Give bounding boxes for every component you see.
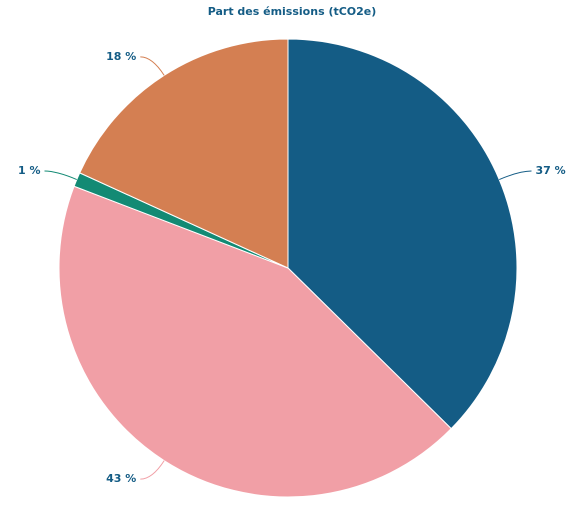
data-label: 37 % — [536, 164, 566, 177]
pie-slice — [287, 38, 518, 430]
leader-line — [44, 170, 77, 180]
leader-line — [140, 460, 165, 480]
data-label: 43 % — [106, 472, 136, 485]
chart-title: Part des émissions (tCO2e) — [208, 5, 377, 18]
leader-line — [140, 56, 165, 76]
leader-line — [499, 170, 532, 180]
data-label: 1 % — [18, 164, 41, 177]
pie-slice — [79, 38, 289, 269]
data-label: 18 % — [106, 50, 136, 63]
